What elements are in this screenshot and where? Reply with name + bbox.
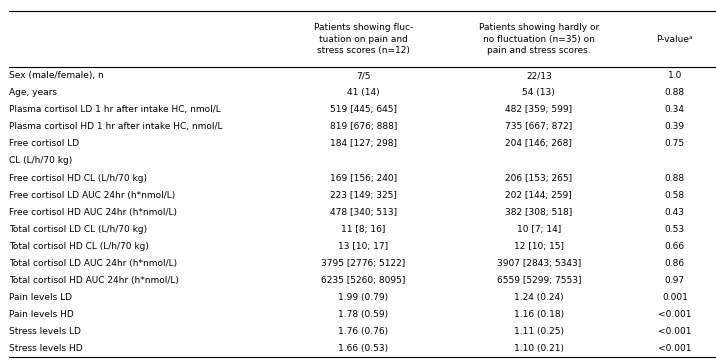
- Text: 819 [676; 888]: 819 [676; 888]: [329, 122, 397, 131]
- Text: 1.78 (0.59): 1.78 (0.59): [338, 310, 389, 319]
- Text: 41 (14): 41 (14): [347, 88, 379, 97]
- Text: 1.76 (0.76): 1.76 (0.76): [338, 327, 389, 336]
- Text: 7/5: 7/5: [356, 71, 371, 80]
- Text: 3795 [2776; 5122]: 3795 [2776; 5122]: [321, 259, 405, 268]
- Text: 3907 [2843; 5343]: 3907 [2843; 5343]: [497, 259, 581, 268]
- Text: Pain levels LD: Pain levels LD: [9, 293, 72, 302]
- Text: Pain levels HD: Pain levels HD: [9, 310, 73, 319]
- Text: 6235 [5260; 8095]: 6235 [5260; 8095]: [321, 276, 405, 285]
- Text: <0.001: <0.001: [658, 310, 692, 319]
- Text: 1.66 (0.53): 1.66 (0.53): [338, 344, 389, 353]
- Text: Total cortisol HD CL (L/h/70 kg): Total cortisol HD CL (L/h/70 kg): [9, 242, 148, 251]
- Text: 0.86: 0.86: [664, 259, 685, 268]
- Text: 22/13: 22/13: [526, 71, 551, 80]
- Text: 12 [10; 15]: 12 [10; 15]: [514, 242, 563, 251]
- Text: 11 [8; 16]: 11 [8; 16]: [342, 225, 385, 234]
- Text: 0.88: 0.88: [664, 174, 685, 183]
- Text: 202 [144; 259]: 202 [144; 259]: [505, 191, 572, 200]
- Text: Free cortisol HD AUC 24hr (h*nmol/L): Free cortisol HD AUC 24hr (h*nmol/L): [9, 208, 177, 217]
- Text: 206 [153; 265]: 206 [153; 265]: [505, 174, 572, 183]
- Text: 204 [146; 268]: 204 [146; 268]: [505, 139, 572, 148]
- Text: Free cortisol HD CL (L/h/70 kg): Free cortisol HD CL (L/h/70 kg): [9, 174, 147, 183]
- Text: 0.97: 0.97: [664, 276, 685, 285]
- Text: <0.001: <0.001: [658, 344, 692, 353]
- Text: 1.0: 1.0: [667, 71, 682, 80]
- Text: 0.53: 0.53: [664, 225, 685, 234]
- Text: 0.43: 0.43: [665, 208, 684, 217]
- Text: 735 [667; 872]: 735 [667; 872]: [505, 122, 572, 131]
- Text: Plasma cortisol HD 1 hr after intake HC, nmol/L: Plasma cortisol HD 1 hr after intake HC,…: [9, 122, 222, 131]
- Text: P-valueᵃ: P-valueᵃ: [657, 34, 693, 44]
- Text: 169 [156; 240]: 169 [156; 240]: [330, 174, 397, 183]
- Text: Total cortisol LD AUC 24hr (h*nmol/L): Total cortisol LD AUC 24hr (h*nmol/L): [9, 259, 177, 268]
- Text: 1.24 (0.24): 1.24 (0.24): [514, 293, 563, 302]
- Text: 1.99 (0.79): 1.99 (0.79): [338, 293, 389, 302]
- Text: 1.11 (0.25): 1.11 (0.25): [514, 327, 563, 336]
- Text: 10 [7; 14]: 10 [7; 14]: [517, 225, 561, 234]
- Text: 0.58: 0.58: [664, 191, 685, 200]
- Text: 0.39: 0.39: [664, 122, 685, 131]
- Text: Stress levels LD: Stress levels LD: [9, 327, 80, 336]
- Text: 1.10 (0.21): 1.10 (0.21): [514, 344, 563, 353]
- Text: Patients showing fluc-
tuation on pain and
stress scores (n=12): Patients showing fluc- tuation on pain a…: [314, 24, 413, 54]
- Text: Sex (male/female), n: Sex (male/female), n: [9, 71, 103, 80]
- Text: Free cortisol LD AUC 24hr (h*nmol/L): Free cortisol LD AUC 24hr (h*nmol/L): [9, 191, 175, 200]
- Text: CL (L/h/70 kg): CL (L/h/70 kg): [9, 156, 72, 166]
- Text: 13 [10; 17]: 13 [10; 17]: [338, 242, 389, 251]
- Text: Age, years: Age, years: [9, 88, 57, 97]
- Text: 0.66: 0.66: [664, 242, 685, 251]
- Text: 478 [340; 513]: 478 [340; 513]: [330, 208, 397, 217]
- Text: Plasma cortisol LD 1 hr after intake HC, nmol/L: Plasma cortisol LD 1 hr after intake HC,…: [9, 105, 221, 114]
- Text: 54 (13): 54 (13): [523, 88, 555, 97]
- Text: 0.34: 0.34: [665, 105, 684, 114]
- Text: 6559 [5299; 7553]: 6559 [5299; 7553]: [496, 276, 581, 285]
- Text: Stress levels HD: Stress levels HD: [9, 344, 82, 353]
- Text: 0.75: 0.75: [664, 139, 685, 148]
- Text: Total cortisol HD AUC 24hr (h*nmol/L): Total cortisol HD AUC 24hr (h*nmol/L): [9, 276, 178, 285]
- Text: Free cortisol LD: Free cortisol LD: [9, 139, 79, 148]
- Text: Patients showing hardly or
no fluctuation (n=35) on
pain and stress scores.: Patients showing hardly or no fluctuatio…: [479, 24, 599, 54]
- Text: 482 [359; 599]: 482 [359; 599]: [505, 105, 572, 114]
- Text: 184 [127; 298]: 184 [127; 298]: [330, 139, 397, 148]
- Text: 1.16 (0.18): 1.16 (0.18): [513, 310, 564, 319]
- Text: 223 [149; 325]: 223 [149; 325]: [330, 191, 397, 200]
- Text: Total cortisol LD CL (L/h/70 kg): Total cortisol LD CL (L/h/70 kg): [9, 225, 147, 234]
- Text: 0.88: 0.88: [664, 88, 685, 97]
- Text: 382 [308; 518]: 382 [308; 518]: [505, 208, 572, 217]
- Text: 519 [445; 645]: 519 [445; 645]: [330, 105, 397, 114]
- Text: <0.001: <0.001: [658, 327, 692, 336]
- Text: 0.001: 0.001: [662, 293, 688, 302]
